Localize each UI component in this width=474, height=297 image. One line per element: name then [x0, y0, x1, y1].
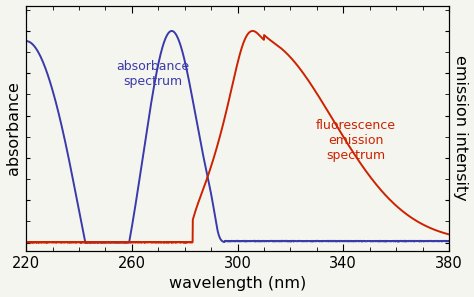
- Text: fluorescence
emission
spectrum: fluorescence emission spectrum: [316, 119, 396, 162]
- Y-axis label: emission intensity: emission intensity: [454, 56, 468, 201]
- X-axis label: wavelength (nm): wavelength (nm): [169, 277, 306, 291]
- Y-axis label: absorbance: absorbance: [6, 81, 20, 175]
- Text: absorbance
spectrum: absorbance spectrum: [117, 60, 190, 88]
